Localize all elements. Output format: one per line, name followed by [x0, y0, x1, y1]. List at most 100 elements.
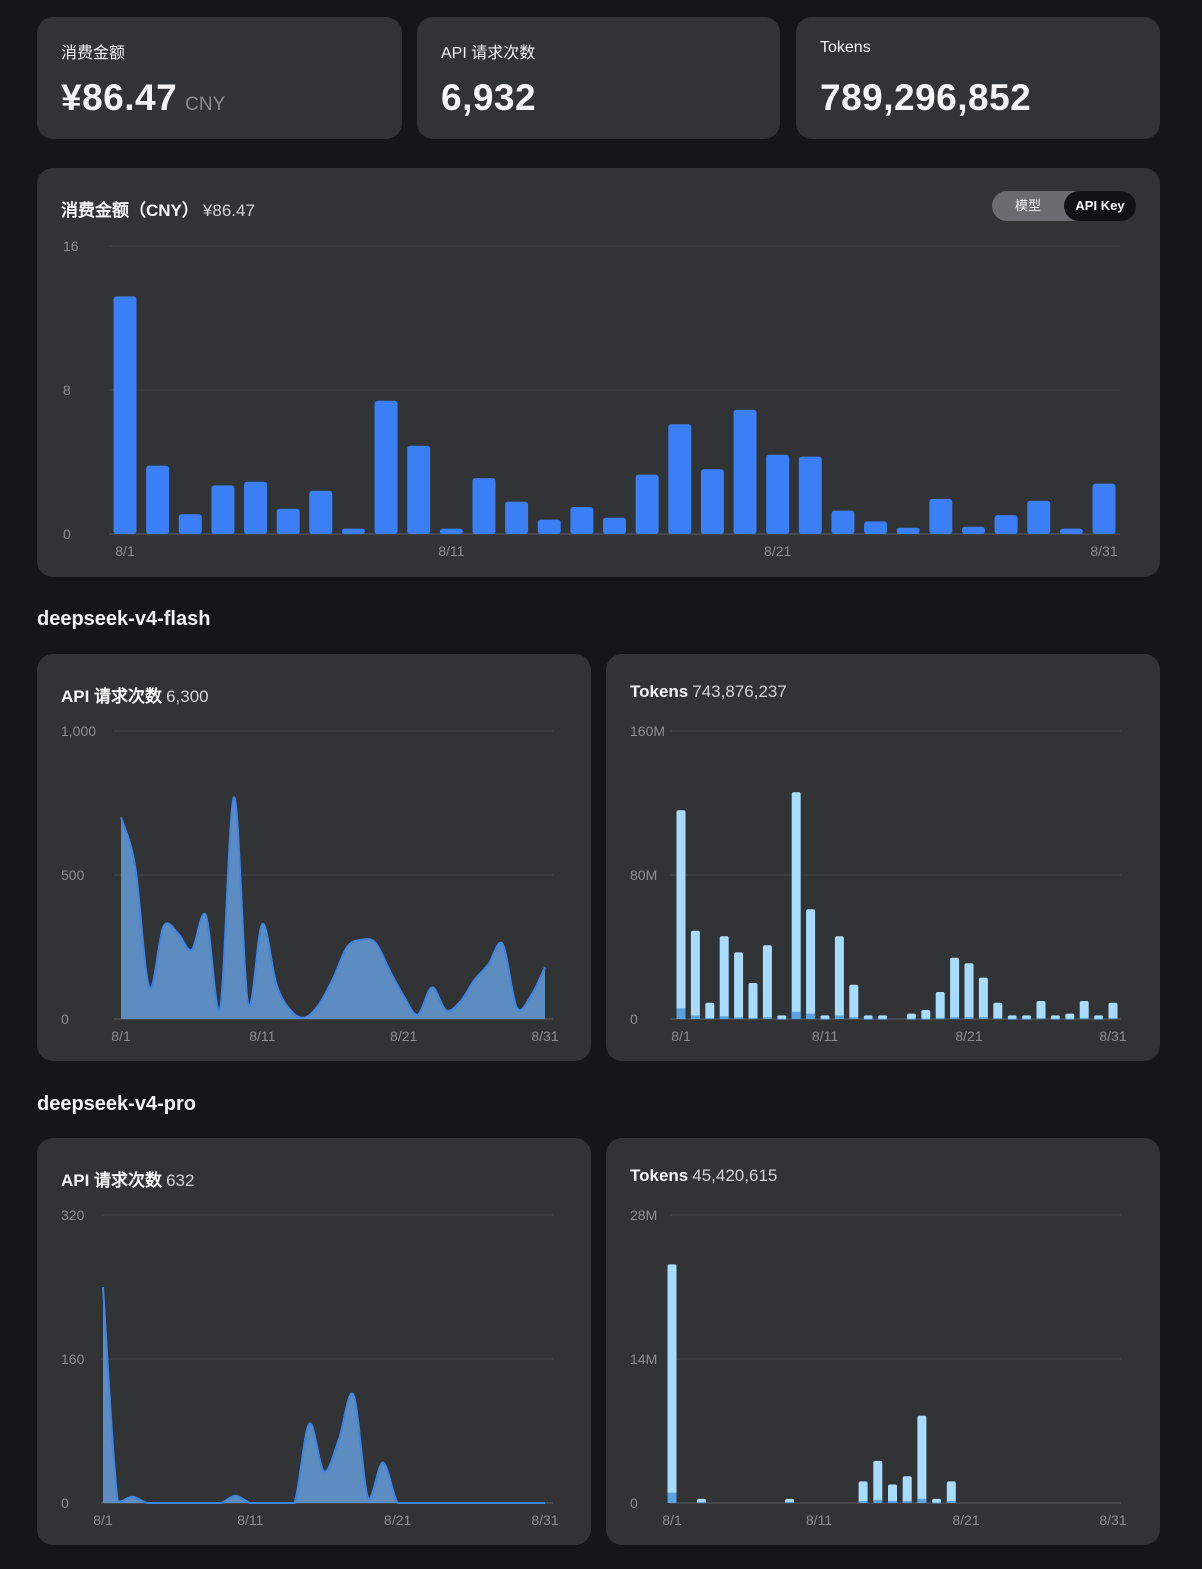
bar [906, 1013, 916, 1019]
y-tick-label: 14M [630, 1351, 657, 1367]
requests-summary-value: 6,932 [441, 77, 537, 118]
bar-segment [921, 1018, 931, 1020]
x-tick-label: 8/21 [384, 1512, 411, 1528]
bar-segment [806, 1013, 816, 1019]
bar-segment [791, 1011, 801, 1019]
bar-segment [1094, 1018, 1104, 1020]
bar-segment [863, 1018, 873, 1020]
bar-segment [932, 1502, 942, 1504]
bar-segment [1108, 1018, 1118, 1020]
bar [113, 296, 137, 534]
bar-segment [820, 1018, 830, 1020]
y-tick-label: 0 [630, 1011, 638, 1027]
bar-segment [1007, 1018, 1017, 1020]
y-tick-label: 16 [63, 238, 79, 254]
y-tick-label: 0 [61, 1011, 69, 1027]
flash-tokens-card: Tokens 743,876,237 0 80M 160M 8/1 8/11 8/21 8/3… [606, 654, 1160, 1061]
y-tick-label: 160 [61, 1351, 85, 1367]
y-tick-label: 320 [61, 1207, 85, 1223]
bar-segment [1050, 1018, 1060, 1020]
bar [748, 983, 758, 1019]
bar [964, 963, 974, 1019]
bar [935, 992, 945, 1019]
bar [834, 936, 844, 1019]
pro-requests-title: API 请求次数 632 [61, 1166, 194, 1191]
bar [993, 1002, 1003, 1019]
bar-segment [978, 1017, 988, 1019]
bar [341, 528, 365, 534]
cost-bar-chart: 0 8 16 8/1 8/11 8/21 8/31 [63, 238, 1120, 559]
bar-segment [858, 1500, 868, 1503]
toggle-option-api-key[interactable]: API Key [1064, 191, 1136, 221]
x-tick-label: 8/1 [115, 543, 135, 559]
bar-segment [1065, 1018, 1075, 1020]
bar-segment [676, 1008, 686, 1019]
bar [407, 445, 431, 534]
bar-segment [888, 1500, 897, 1503]
bar-segment [690, 1015, 700, 1019]
cost-chart-title-label: 消费金额（CNY） [61, 201, 199, 220]
bar-segment [917, 1498, 927, 1503]
bar-segment [762, 1017, 772, 1019]
cost-chart-title-value: ¥86.47 [202, 201, 255, 220]
cost-summary-value: ¥86.47 CNY [61, 77, 225, 119]
bar [902, 1476, 912, 1503]
x-tick-label: 8/11 [806, 1512, 832, 1528]
bar-segment [993, 1018, 1003, 1020]
bar [798, 456, 822, 534]
bar [734, 952, 744, 1019]
bar [705, 1002, 715, 1019]
y-tick-label: 28M [630, 1207, 657, 1223]
tokens-summary-label: Tokens [820, 39, 871, 56]
bar [146, 465, 170, 534]
bar-segment [834, 1015, 844, 1019]
area-fill [121, 797, 545, 1019]
group-by-toggle[interactable]: 模型 API Key [992, 191, 1136, 221]
requests-summary-card: API 请求次数 6,932 [417, 17, 780, 139]
bar [1092, 483, 1116, 534]
x-tick-label: 8/31 [1090, 543, 1117, 559]
x-tick-label: 8/11 [438, 543, 464, 559]
section-title-pro: deepseek-v4-pro [37, 1093, 196, 1115]
bar [766, 454, 790, 534]
toggle-option-model[interactable]: 模型 [1014, 198, 1041, 213]
bar [276, 508, 300, 534]
flash-requests-total: 6,300 [166, 687, 209, 706]
bar [1079, 1001, 1089, 1019]
bar [878, 1015, 888, 1019]
pro-requests-area-chart: 0 160 320 8/1 8/11 8/21 8/31 [61, 1207, 559, 1528]
bar [1022, 1015, 1032, 1019]
bar-segment [906, 1018, 916, 1020]
y-tick-label: 160M [630, 723, 665, 739]
bar [1065, 1013, 1075, 1019]
bar [668, 424, 692, 534]
bar [994, 515, 1018, 534]
bar-segment [705, 1018, 715, 1020]
bar [978, 977, 988, 1019]
bar [806, 909, 816, 1019]
bar-segment [696, 1501, 706, 1503]
bar [921, 1010, 931, 1019]
bar [211, 485, 235, 534]
bar [1007, 1015, 1017, 1019]
y-tick-label: 500 [61, 867, 85, 883]
bar [667, 1264, 677, 1503]
bar [733, 409, 757, 534]
bar [603, 517, 626, 534]
bar-segment [849, 1017, 859, 1019]
bar [244, 481, 268, 534]
flash-tokens-title-label: Tokens [630, 682, 689, 701]
pro-tokens-card: Tokens 45,420,615 0 14M 28M 8/1 8/11 8/21 8/31 [606, 1138, 1160, 1545]
flash-requests-card: API 请求次数 6,300 0 500 1,000 8/1 8/11 8/21 8/31 [37, 654, 591, 1061]
bar-segment [667, 1492, 677, 1503]
y-tick-label: 1,000 [61, 723, 96, 739]
bar-segment [946, 1500, 956, 1503]
bar [374, 400, 398, 534]
bar [1094, 1015, 1104, 1019]
x-tick-label: 8/31 [531, 1512, 558, 1528]
bar [863, 1015, 873, 1019]
pro-tokens-title: Tokens 45,420,615 [630, 1166, 777, 1186]
x-tick-label: 8/21 [952, 1512, 979, 1528]
flash-tokens-bar-chart: 0 80M 160M 8/1 8/11 8/21 8/31 [630, 723, 1127, 1044]
x-tick-label: 8/31 [531, 1028, 558, 1044]
